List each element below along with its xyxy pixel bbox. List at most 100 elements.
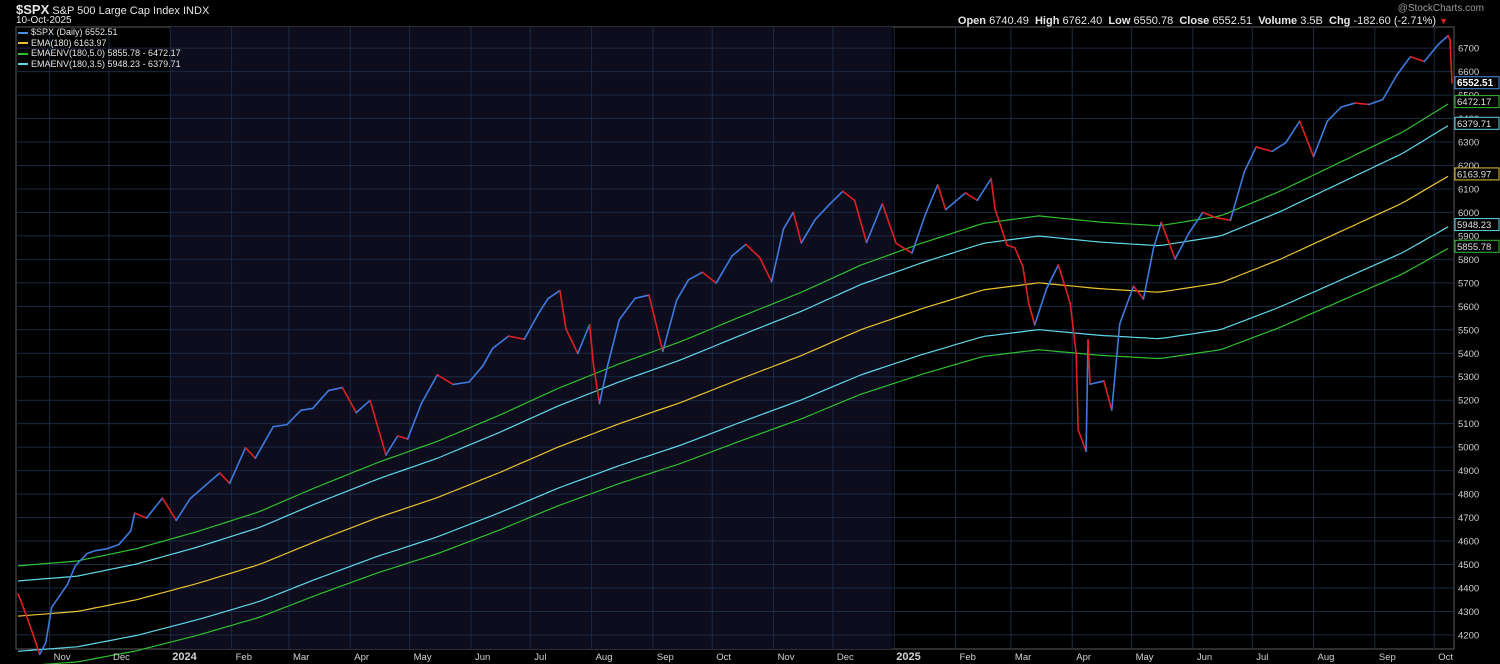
- price-segment: [1006, 244, 1016, 249]
- x-tick-label: Mar: [1015, 652, 1031, 663]
- price-segment: [662, 299, 678, 353]
- y-tick-label: 5000: [1458, 443, 1479, 454]
- x-tick-label: Aug: [1318, 652, 1335, 663]
- price-segment: [865, 202, 884, 244]
- price-segment: [1069, 302, 1077, 355]
- price-tag-box: [1454, 239, 1500, 253]
- y-tick-label: 5500: [1458, 325, 1479, 336]
- price-segment: [1271, 141, 1287, 153]
- price-segment: [355, 399, 371, 414]
- x-tick-label: Jun: [475, 652, 490, 663]
- price-segment: [944, 202, 955, 211]
- price-segment: [1312, 120, 1329, 158]
- price-segment: [118, 530, 132, 546]
- price-segment: [1142, 248, 1155, 300]
- price-segment: [1110, 323, 1121, 411]
- price-segment: [952, 192, 967, 204]
- y-tick-label: 5900: [1458, 231, 1479, 242]
- price-segment: [1057, 264, 1072, 305]
- price-segment: [745, 243, 761, 259]
- exchange-label: INDX: [183, 5, 210, 17]
- price-segment: [420, 374, 439, 405]
- price-segment: [1395, 55, 1412, 77]
- price-segment: [31, 630, 41, 656]
- price-segment: [1285, 120, 1301, 144]
- open-label: Open: [957, 15, 987, 27]
- y-tick-label: 4600: [1458, 537, 1479, 548]
- close-value: 6552.51: [1212, 15, 1253, 27]
- price-segment: [74, 552, 89, 567]
- price-segment: [507, 335, 526, 340]
- y-tick-label: 5300: [1458, 372, 1479, 383]
- y-tick-label: 6000: [1458, 208, 1479, 219]
- x-tick-label: May: [414, 652, 432, 663]
- price-segment: [311, 389, 330, 410]
- y-tick-label: 6100: [1458, 184, 1479, 195]
- y-tick-label: 6300: [1458, 138, 1479, 149]
- legend-item-ema: EMA(180) 6163.97: [18, 38, 181, 49]
- price-segment: [50, 595, 61, 609]
- chart-date: 10-Oct-2025: [16, 15, 72, 26]
- x-tick-label: Oct: [1438, 652, 1453, 663]
- x-tick-label: Jul: [534, 652, 546, 663]
- price-segment: [1077, 428, 1087, 453]
- y-tick-label: 5100: [1458, 419, 1479, 430]
- x-tick-label: Mar: [293, 652, 309, 663]
- price-segment: [523, 313, 539, 340]
- price-segment: [828, 190, 844, 206]
- price-segment: [1033, 287, 1048, 326]
- legend-label: EMAENV(180,5.0) 5855.78 - 6472.17: [31, 48, 181, 59]
- price-segment: [94, 547, 108, 552]
- envelope-lower-line: [41, 247, 1449, 664]
- price-tag-box: [1454, 76, 1500, 90]
- price-segment: [537, 297, 549, 315]
- y-tick-label: 6200: [1458, 161, 1479, 172]
- price-tag-box: [1454, 116, 1500, 130]
- legend-label: EMA(180) 6163.97: [31, 37, 107, 48]
- price-segment: [792, 211, 803, 244]
- price-segment: [782, 211, 795, 230]
- price-segment: [1340, 102, 1356, 108]
- price-segment: [44, 606, 53, 644]
- high-label: High: [1034, 15, 1060, 27]
- chart-header: $SPX S&P 500 Large Cap Index INDX: [16, 2, 209, 17]
- envelope-upper-line: [17, 103, 1449, 567]
- price-segment: [1174, 232, 1190, 260]
- price-segment: [592, 365, 601, 405]
- price-segment: [1152, 221, 1163, 250]
- price-segment: [1160, 221, 1176, 260]
- price-segment: [895, 242, 913, 254]
- watermark-logo: @StockCharts.com: [1397, 3, 1484, 14]
- y-tick-label: 5600: [1458, 302, 1479, 313]
- price-segment: [406, 402, 423, 440]
- price-segment: [396, 435, 409, 440]
- price-segment: [1075, 353, 1079, 431]
- price-segment: [1085, 339, 1089, 453]
- price-tag-label: 5855.78: [1457, 242, 1491, 253]
- price-tag-box: [1454, 95, 1500, 109]
- y-tick-label: 5400: [1458, 349, 1479, 360]
- price-segment: [491, 335, 510, 350]
- price-segment: [145, 497, 164, 519]
- price-segment: [1255, 146, 1273, 153]
- price-tag-label: 6379.71: [1457, 119, 1491, 130]
- price-segment: [715, 255, 733, 284]
- ohlc-readout: Open 6740.49 High 6762.40 Low 6550.78 Cl…: [958, 15, 1448, 27]
- price-segment: [1215, 217, 1232, 221]
- x-tick-label: Nov: [778, 652, 795, 663]
- price-segment: [1298, 120, 1315, 158]
- legend-label: $SPX (Daily) 6552.51: [31, 27, 118, 37]
- price-segment: [228, 447, 247, 485]
- y-tick-label: 5800: [1458, 255, 1479, 266]
- price-segment: [1132, 285, 1145, 300]
- price-segment: [1229, 171, 1246, 221]
- year-band-2024: [170, 27, 893, 649]
- price-segment: [800, 218, 816, 244]
- price-segment: [1027, 302, 1036, 326]
- price-segment: [964, 192, 979, 202]
- y-tick-label: 5200: [1458, 396, 1479, 407]
- price-segment: [272, 423, 288, 428]
- price-segment: [1021, 265, 1030, 304]
- price-segment: [189, 484, 207, 500]
